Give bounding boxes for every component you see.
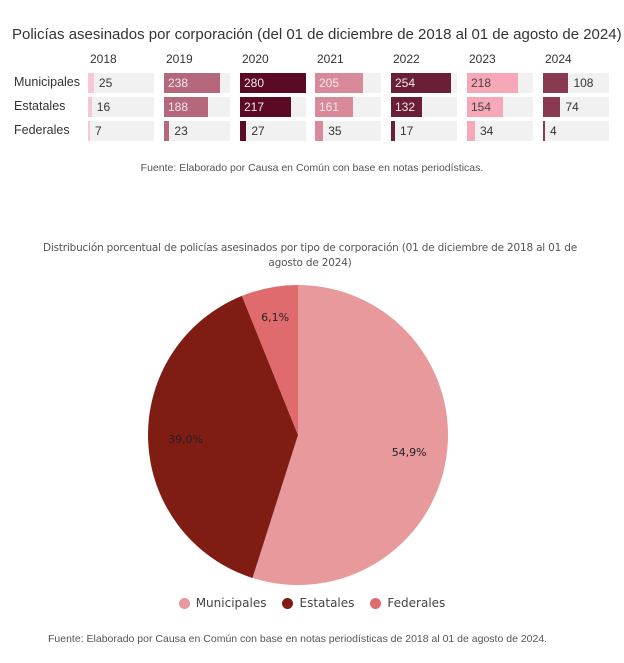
- legend-dot-icon: [370, 597, 382, 609]
- legend-item-federales[interactable]: Federales: [370, 596, 445, 610]
- value-label: 25: [98, 76, 113, 90]
- column-header-2023: 2023: [469, 52, 496, 66]
- table-cell: 238: [164, 73, 230, 93]
- bar-estatales-2022: [391, 97, 423, 117]
- legend-dot-icon: [282, 597, 294, 609]
- value-label: 280: [244, 76, 265, 90]
- value-label: 254: [395, 76, 416, 90]
- value-label: 188: [168, 100, 189, 114]
- bar-municipales-2024: [543, 73, 569, 93]
- value-label: 4: [550, 124, 557, 138]
- pie-data-label: 39,0%: [168, 433, 203, 446]
- column-header-2022: 2022: [393, 52, 420, 66]
- legend-dot-icon: [178, 597, 190, 609]
- table-cell: 17: [391, 121, 457, 141]
- pie-slice-municipales: [252, 285, 449, 586]
- table-cell: 161: [315, 97, 381, 117]
- value-label: 16: [96, 100, 111, 114]
- value-label: 23: [174, 124, 188, 138]
- table-cell: 35: [315, 121, 381, 141]
- table-cell: 218: [467, 73, 533, 93]
- bar-estatales-2021: [315, 97, 353, 117]
- bar-federales-2022: [391, 121, 395, 141]
- value-label: 161: [319, 100, 340, 114]
- column-header-2020: 2020: [242, 52, 269, 66]
- table-cell: 16: [88, 97, 154, 117]
- value-label: 35: [328, 124, 342, 138]
- table-cell: 25: [88, 73, 154, 93]
- bar-federales-2021: [315, 121, 324, 141]
- pie-data-label: 6,1%: [261, 311, 289, 324]
- value-label: 17: [400, 124, 414, 138]
- column-header-2019: 2019: [166, 52, 193, 66]
- pie-legend: Municipales Estatales Federales: [0, 596, 624, 610]
- table-chart-title: Policías asesinados por corporación (del…: [12, 26, 622, 43]
- value-label: 74: [565, 100, 579, 114]
- table-cell: 4: [543, 121, 609, 141]
- table-cell: 74: [543, 97, 609, 117]
- value-label: 238: [168, 76, 189, 90]
- table-chart-source: Fuente: Elaborado por Causa en Común con…: [140, 162, 484, 174]
- legend-label: Estatales: [299, 596, 355, 610]
- legend-label: Federales: [387, 596, 446, 610]
- value-label: 108: [573, 76, 594, 90]
- table-cell: 132: [391, 97, 457, 117]
- table-cell: 280: [240, 73, 306, 93]
- table-cell: 188: [164, 97, 230, 117]
- bar-federales-2024: [543, 121, 545, 141]
- pie-slice-federales: [241, 285, 298, 435]
- bar-federales-2018: [88, 121, 90, 141]
- table-cell: 108: [543, 73, 609, 93]
- value-label: 132: [395, 100, 416, 114]
- bar-municipales-2018: [88, 73, 94, 93]
- table-cell: 7: [88, 121, 154, 141]
- value-label: 205: [319, 76, 340, 90]
- row-label-municipales: Municipales: [14, 75, 81, 89]
- table-cell: 34: [467, 121, 533, 141]
- legend-item-municipales[interactable]: Municipales: [178, 596, 267, 610]
- bar-estatales-2024: [543, 97, 561, 117]
- column-header-2024: 2024: [545, 52, 572, 66]
- bar-municipales-2021: [315, 73, 364, 93]
- pie-data-label: 54,9%: [392, 446, 427, 459]
- bar-federales-2019: [164, 121, 170, 141]
- pie-chart-title: Distribución porcentual de policías ases…: [43, 242, 577, 269]
- pie-chart-source: Fuente: Elaborado por Causa en Común con…: [48, 633, 548, 645]
- legend-label: Municipales: [195, 596, 267, 610]
- value-label: 217: [244, 100, 265, 114]
- value-label: 218: [471, 76, 492, 90]
- bar-estatales-2020: [240, 97, 292, 117]
- bar-municipales-2023: [467, 73, 519, 93]
- value-label: 154: [471, 100, 492, 114]
- bar-municipales-2022: [391, 73, 451, 93]
- value-label: 34: [480, 124, 494, 138]
- column-header-2021: 2021: [317, 52, 344, 66]
- bar-federales-2023: [467, 121, 475, 141]
- legend-item-estatales[interactable]: Estatales: [282, 596, 354, 610]
- bar-municipales-2020: [240, 73, 306, 93]
- bar-estatales-2018: [88, 97, 92, 117]
- table-cell: 23: [164, 121, 230, 141]
- table-cell: 217: [240, 97, 306, 117]
- column-header-2018: 2018: [90, 52, 117, 66]
- table-cell: 254: [391, 73, 457, 93]
- row-label-estatales: Estatales: [14, 99, 66, 113]
- table-cell: 27: [240, 121, 306, 141]
- value-label: 27: [251, 124, 265, 138]
- table-cell: 205: [315, 73, 381, 93]
- bar-estatales-2019: [164, 97, 209, 117]
- value-label: 7: [95, 124, 102, 138]
- table-cell: 154: [467, 97, 533, 117]
- pie-slice-estatales: [148, 295, 298, 578]
- bar-municipales-2019: [164, 73, 221, 93]
- bar-estatales-2023: [467, 97, 504, 117]
- row-label-federales: Federales: [14, 123, 70, 137]
- bar-federales-2020: [240, 121, 247, 141]
